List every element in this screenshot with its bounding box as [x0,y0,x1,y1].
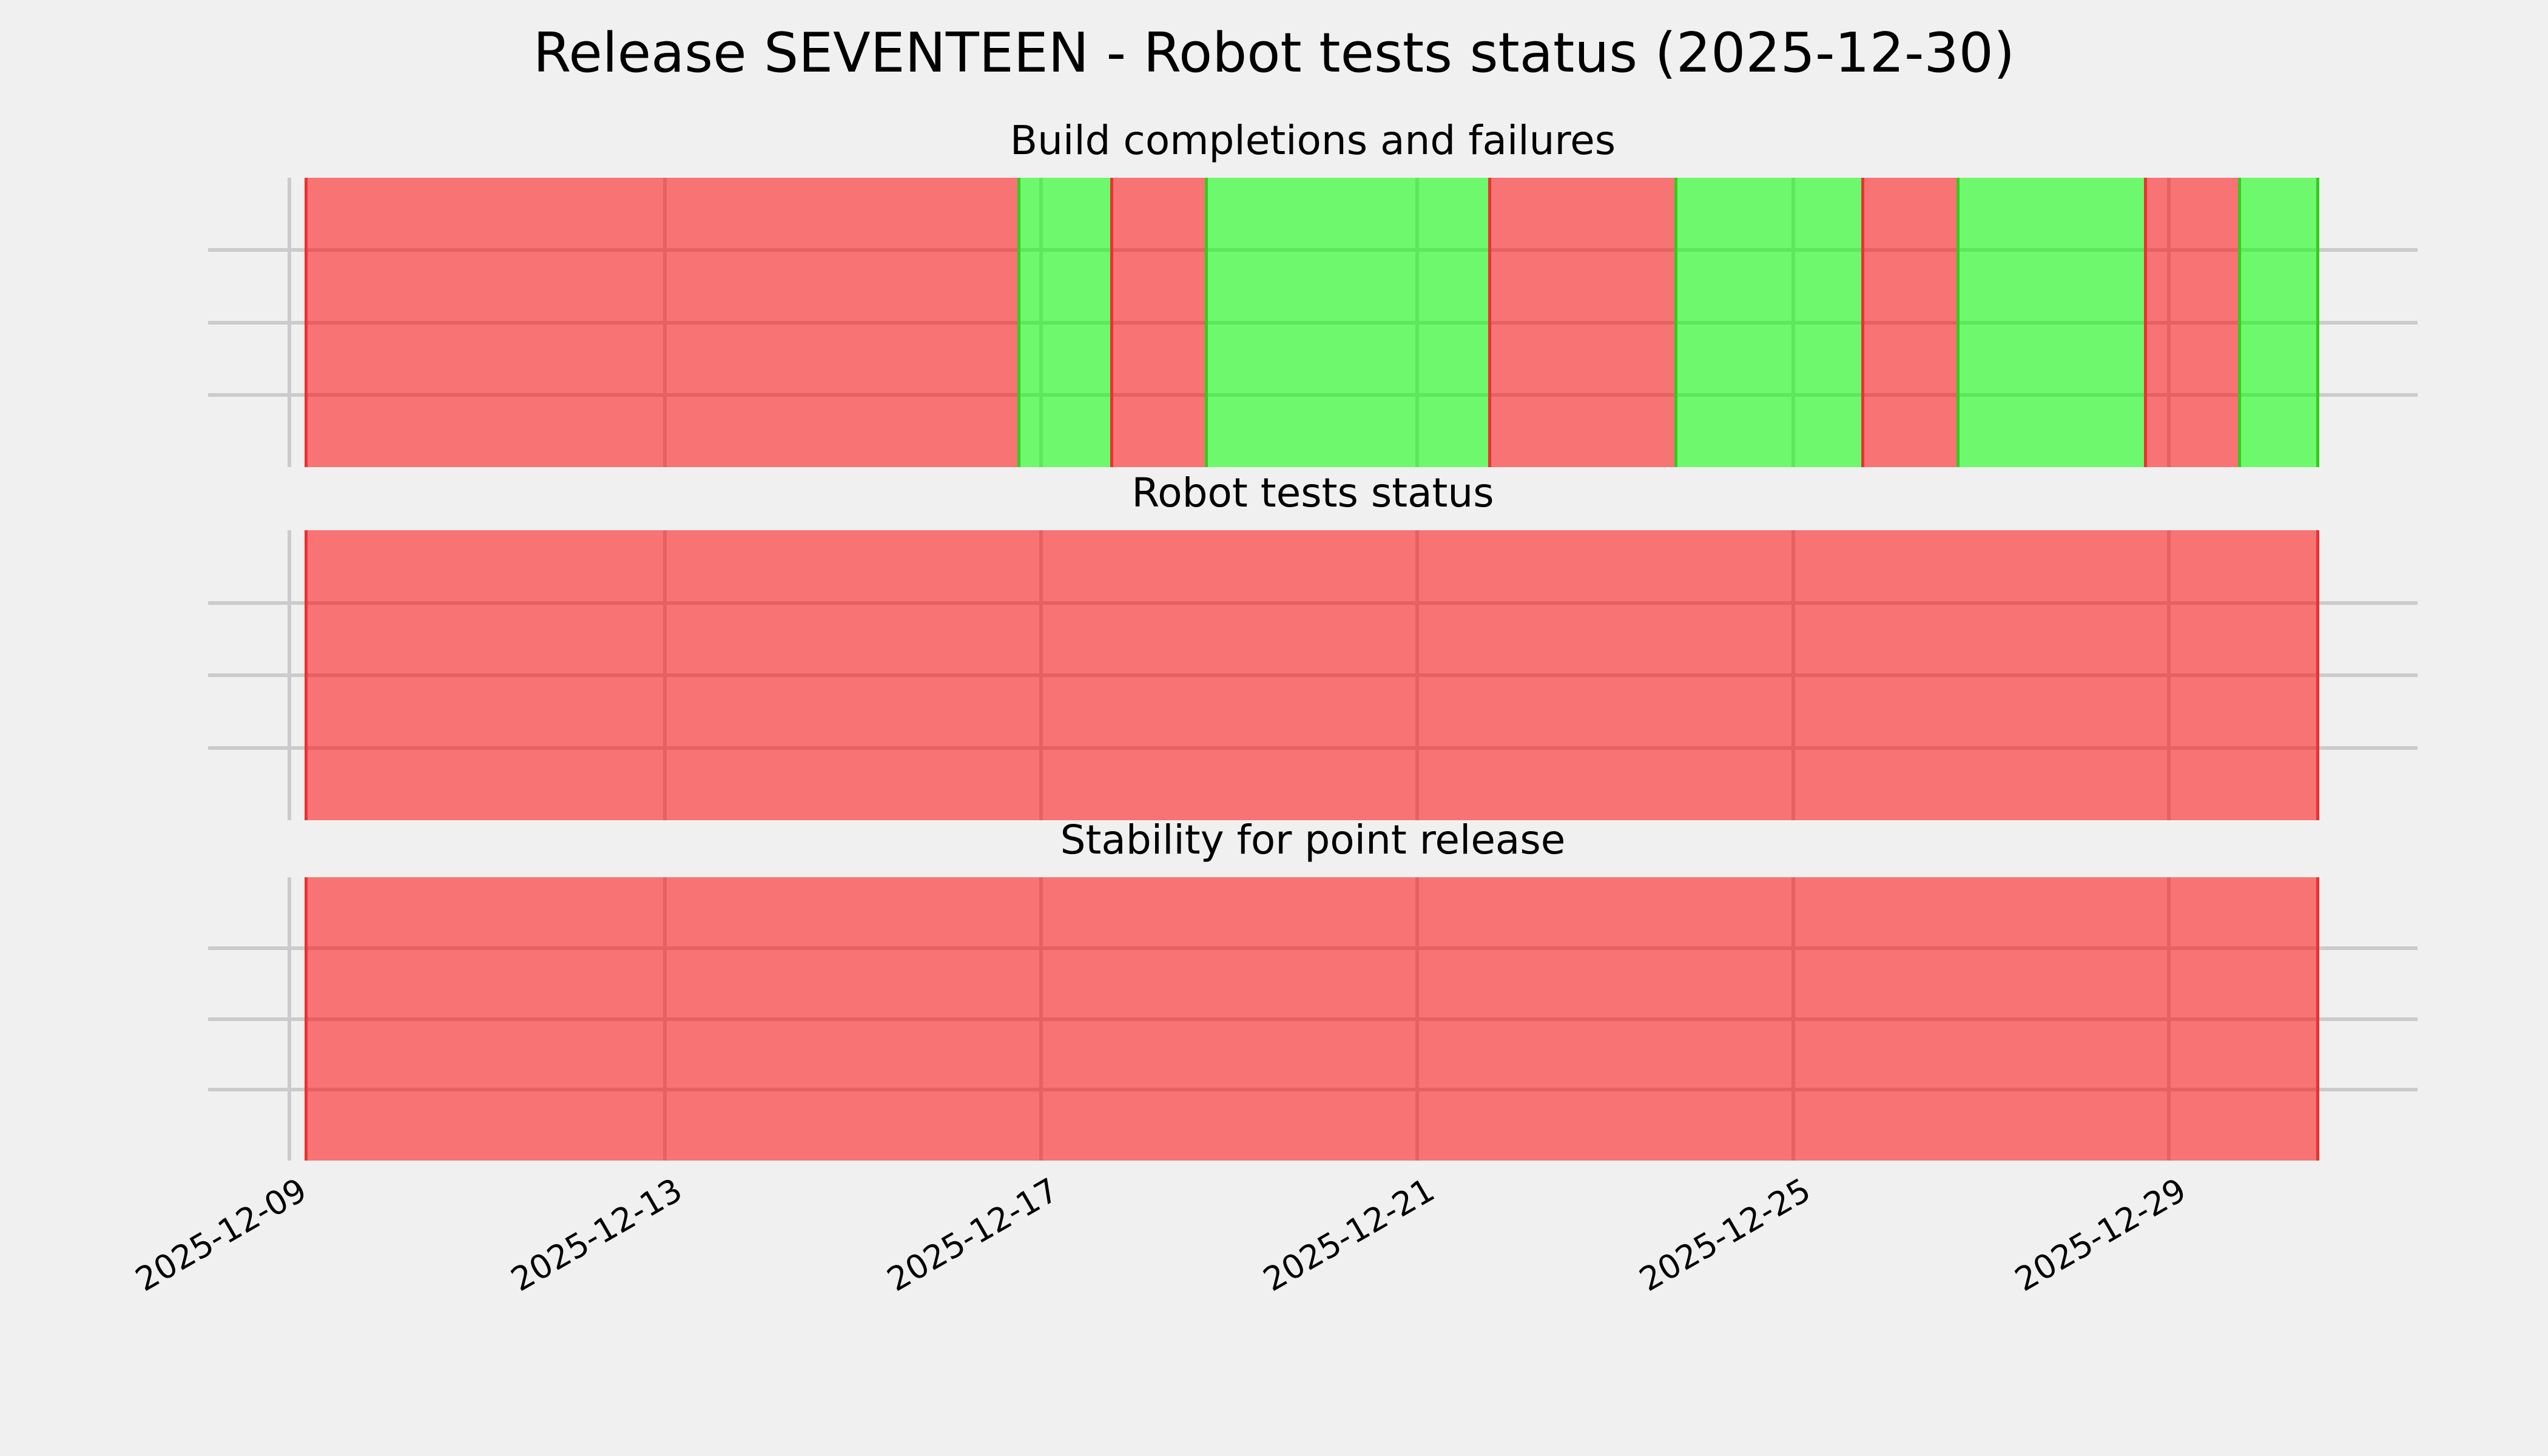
x-tick-label-2025-12-25: 2025-12-25 [1633,1170,1818,1299]
status-segment-failure [305,178,1017,467]
subplot-title-stability-point-release: Stability for point release [1060,817,1566,863]
status-segment-failure [1110,178,1205,467]
x-tick-label-2025-12-29: 2025-12-29 [2008,1170,2192,1299]
status-segment-failure [1861,178,1956,467]
status-segment-success [1017,178,1111,467]
subplot-stability-point-release: Stability for point release [208,820,2418,1161]
vertical-gridline-2025-12-09 [288,530,292,820]
status-segment-failure [305,877,2319,1161]
x-tick-label-2025-12-21: 2025-12-21 [1256,1170,1441,1299]
status-segment-success [2238,178,2319,467]
subplot-build-completions: Build completions and failures [208,121,2418,467]
vertical-gridline-2025-12-09 [288,877,292,1161]
status-segment-failure [2144,178,2239,467]
x-tick-label-2025-12-13: 2025-12-13 [504,1170,689,1299]
status-bar [305,877,2319,1161]
status-segment-success [1204,178,1489,467]
status-bar [305,530,2319,820]
x-tick-label-2025-12-17: 2025-12-17 [880,1170,1065,1299]
vertical-gridline-2025-12-09 [288,178,292,467]
status-segment-failure [1488,178,1674,467]
subplot-robot-tests-status: Robot tests status [208,473,2418,820]
status-segment-success [1956,178,2145,467]
status-segment-success [1674,178,1862,467]
subplot-title-build-completions: Build completions and failures [1009,117,1616,164]
x-tick-label-2025-12-09: 2025-12-09 [129,1170,314,1299]
figure-title: Release SEVENTEEN - Robot tests status (… [533,21,2015,85]
status-segment-failure [305,530,2319,820]
subplot-title-robot-tests-status: Robot tests status [1131,470,1494,516]
status-bar [305,178,2319,467]
